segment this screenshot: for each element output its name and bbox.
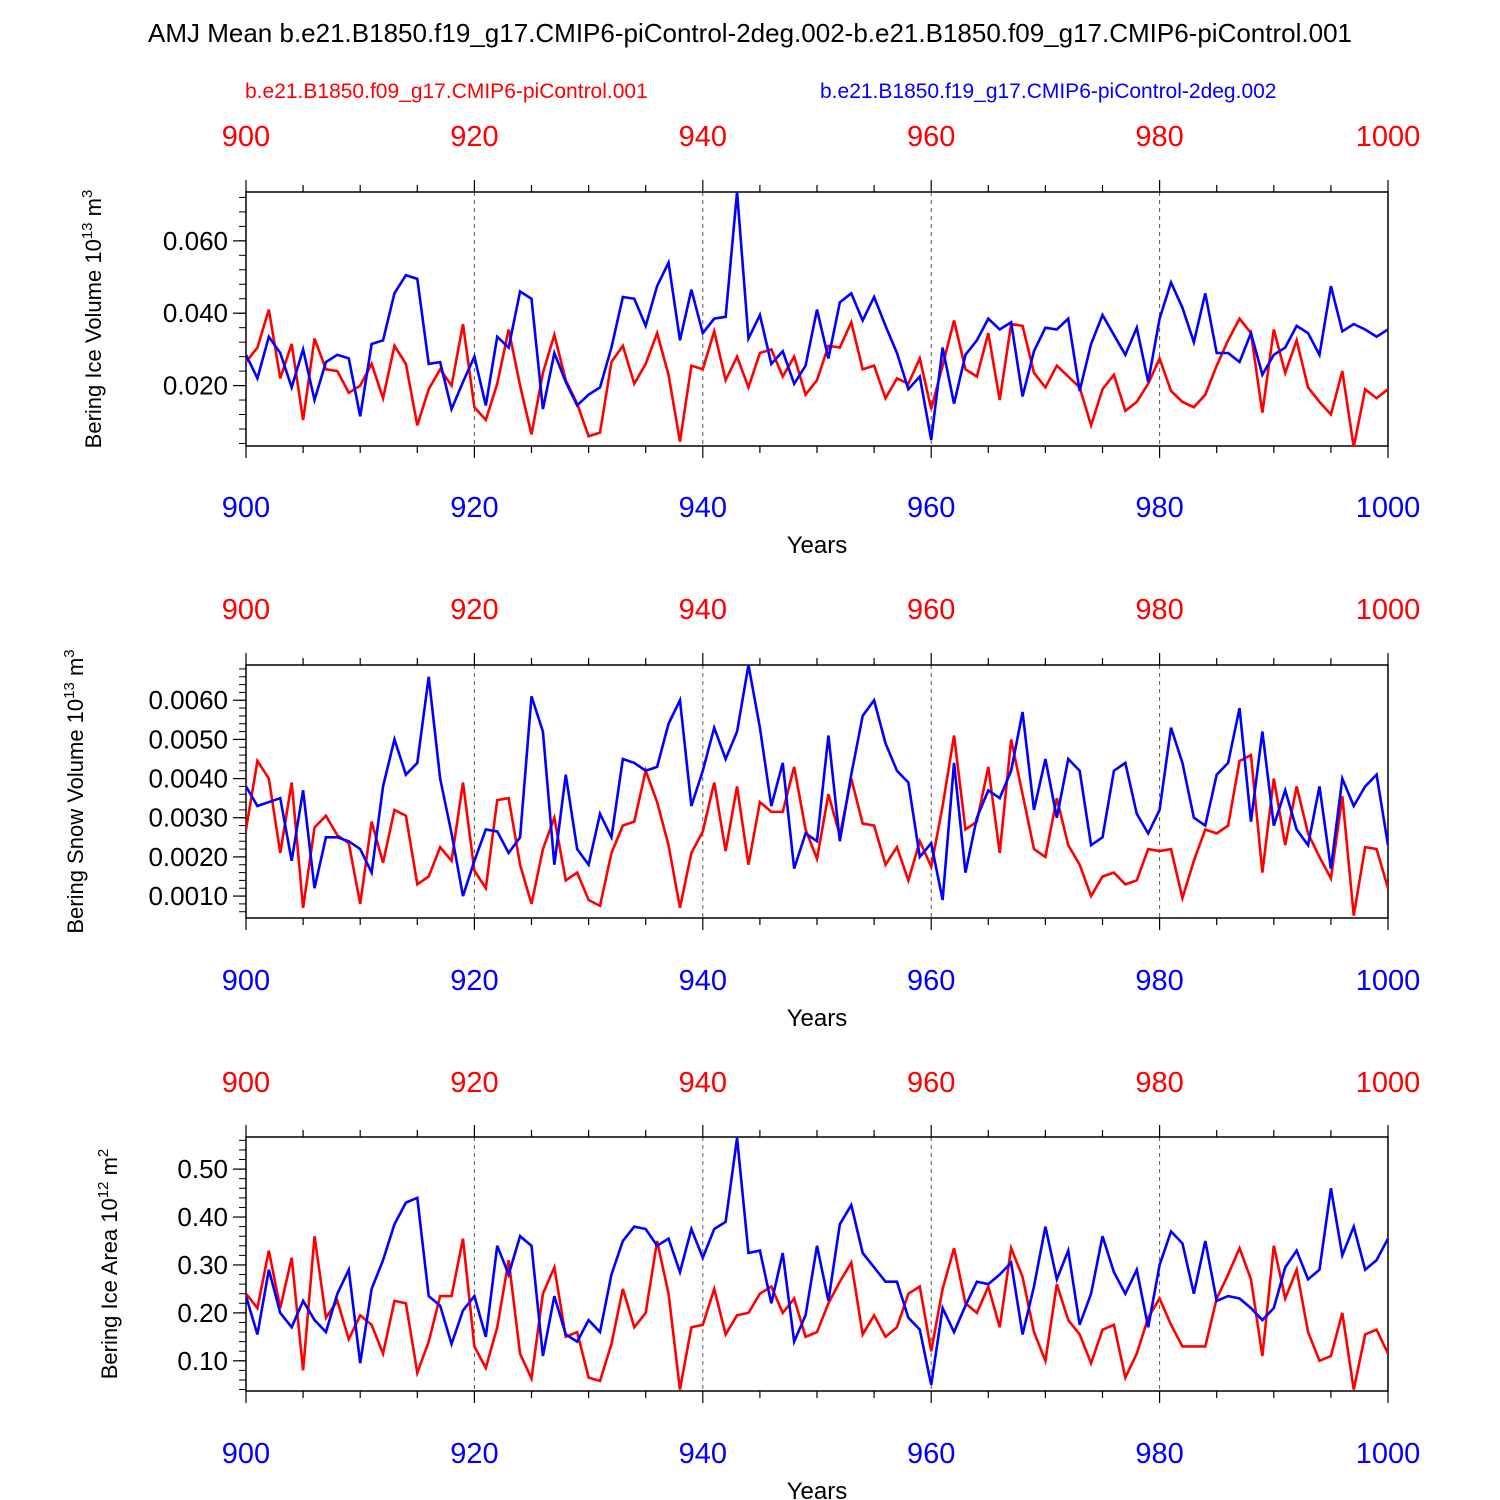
legend-red-run-label: b.e21.B1850.f09_g17.CMIP6-piControl.001 bbox=[245, 80, 648, 103]
y-axis-label-text: Bering Ice Volume 10 bbox=[81, 239, 106, 448]
x-tick-label-bottom: 980 bbox=[1135, 965, 1183, 997]
y-tick-label: 0.0050 bbox=[148, 724, 228, 754]
x-tick-label-bottom: 940 bbox=[679, 492, 727, 524]
series-line-blue bbox=[246, 664, 1388, 901]
y-tick-label: 0.20 bbox=[177, 1298, 228, 1328]
y-tick-label: 0.0040 bbox=[148, 764, 228, 794]
y-axis-label-unit: m bbox=[63, 658, 88, 682]
x-tick-label-top: 940 bbox=[679, 121, 727, 153]
y-tick-label: 0.40 bbox=[177, 1202, 228, 1232]
x-tick-label-bottom: 920 bbox=[450, 1438, 498, 1470]
x-tick-label-top: 920 bbox=[450, 1067, 498, 1099]
x-tick-label-top: 920 bbox=[450, 121, 498, 153]
x-axis-label: Years bbox=[787, 1478, 848, 1500]
x-tick-label-bottom: 960 bbox=[907, 965, 955, 997]
x-tick-label-bottom: 900 bbox=[222, 965, 270, 997]
y-axis-label-unit-exponent: 2 bbox=[95, 1149, 112, 1157]
x-tick-label-bottom: 1000 bbox=[1356, 1438, 1421, 1470]
y-axis-label-unit: m bbox=[97, 1157, 122, 1181]
y-tick-label: 0.50 bbox=[177, 1154, 228, 1184]
series-line-red bbox=[246, 735, 1388, 916]
x-tick-label-bottom: 960 bbox=[907, 1438, 955, 1470]
y-axis-label-text: Bering Ice Area 10 bbox=[97, 1198, 122, 1379]
series-line-red bbox=[246, 1236, 1388, 1390]
x-tick-label-top: 960 bbox=[907, 121, 955, 153]
x-tick-label-bottom: 900 bbox=[222, 492, 270, 524]
x-tick-label-top: 900 bbox=[222, 594, 270, 626]
y-tick-label: 0.0020 bbox=[148, 842, 228, 872]
y-axis-label-text: Bering Snow Volume 10 bbox=[63, 699, 88, 934]
series-line-blue bbox=[246, 191, 1388, 441]
y-axis-label-unit-exponent: 3 bbox=[79, 190, 96, 198]
y-axis-label-unit-exponent: 3 bbox=[61, 649, 78, 657]
x-tick-label-top: 980 bbox=[1135, 1067, 1183, 1099]
y-axis-label-unit: m bbox=[81, 198, 106, 222]
y-axis-label: Bering Ice Area 1012 m2 bbox=[95, 1149, 122, 1380]
y-axis-label-exponent: 12 bbox=[95, 1182, 112, 1199]
chart-panel-3: 0.10 0.20 0.30 0.40 0.50 900 900 920 920 940 940 96… bbox=[95, 1067, 1420, 1500]
y-axis-label-exponent: 13 bbox=[79, 222, 96, 239]
y-tick-label: 0.040 bbox=[163, 298, 228, 328]
x-axis-label: Years bbox=[787, 532, 848, 559]
y-axis-label: Bering Snow Volume 1013 m3 bbox=[61, 649, 88, 933]
legend-blue-run-label: b.e21.B1850.f19_g17.CMIP6-piControl-2deg… bbox=[820, 80, 1277, 103]
plot-frame bbox=[245, 1136, 1389, 1392]
x-tick-label-top: 1000 bbox=[1356, 121, 1421, 153]
figure-title: AMJ Mean b.e21.B1850.f19_g17.CMIP6-piCon… bbox=[148, 18, 1352, 48]
x-tick-label-top: 960 bbox=[907, 594, 955, 626]
x-tick-label-bottom: 940 bbox=[679, 965, 727, 997]
x-tick-label-bottom: 900 bbox=[222, 1438, 270, 1470]
y-tick-label: 0.30 bbox=[177, 1250, 228, 1280]
x-tick-label-bottom: 920 bbox=[450, 492, 498, 524]
y-tick-label: 0.0010 bbox=[148, 881, 228, 911]
x-tick-label-top: 920 bbox=[450, 594, 498, 626]
x-axis-label: Years bbox=[787, 1005, 848, 1032]
x-tick-label-bottom: 940 bbox=[679, 1438, 727, 1470]
chart-panel-1: 0.020 0.040 0.060 900 900 920 920 940 940 960 960 9… bbox=[79, 121, 1420, 559]
x-tick-label-bottom: 1000 bbox=[1356, 965, 1421, 997]
x-tick-label-top: 940 bbox=[679, 1067, 727, 1099]
x-tick-label-top: 940 bbox=[679, 594, 727, 626]
x-tick-label-top: 960 bbox=[907, 1067, 955, 1099]
plot-frame bbox=[245, 191, 1389, 447]
x-tick-label-top: 900 bbox=[222, 1067, 270, 1099]
x-tick-label-top: 980 bbox=[1135, 594, 1183, 626]
x-tick-label-bottom: 920 bbox=[450, 965, 498, 997]
x-tick-label-bottom: 980 bbox=[1135, 492, 1183, 524]
y-tick-label: 0.020 bbox=[163, 371, 228, 401]
x-tick-label-top: 980 bbox=[1135, 121, 1183, 153]
x-tick-label-top: 900 bbox=[222, 121, 270, 153]
x-tick-label-bottom: 1000 bbox=[1356, 492, 1421, 524]
x-tick-label-bottom: 960 bbox=[907, 492, 955, 524]
y-tick-label: 0.060 bbox=[163, 226, 228, 256]
x-tick-label-top: 1000 bbox=[1356, 1067, 1421, 1099]
x-tick-label-bottom: 980 bbox=[1135, 1438, 1183, 1470]
y-tick-label: 0.0030 bbox=[148, 803, 228, 833]
y-axis-label: Bering Ice Volume 1013 m3 bbox=[79, 190, 106, 449]
series-line-red bbox=[246, 309, 1388, 447]
y-tick-label: 0.0060 bbox=[148, 685, 228, 715]
x-tick-label-top: 1000 bbox=[1356, 594, 1421, 626]
y-tick-label: 0.10 bbox=[177, 1346, 228, 1376]
chart-panel-2: 0.0010 0.0020 0.0030 0.0040 0.0050 0.0060 900 9… bbox=[61, 594, 1420, 1032]
series-line-blue bbox=[246, 1137, 1388, 1386]
y-axis-label-exponent: 13 bbox=[61, 682, 78, 699]
